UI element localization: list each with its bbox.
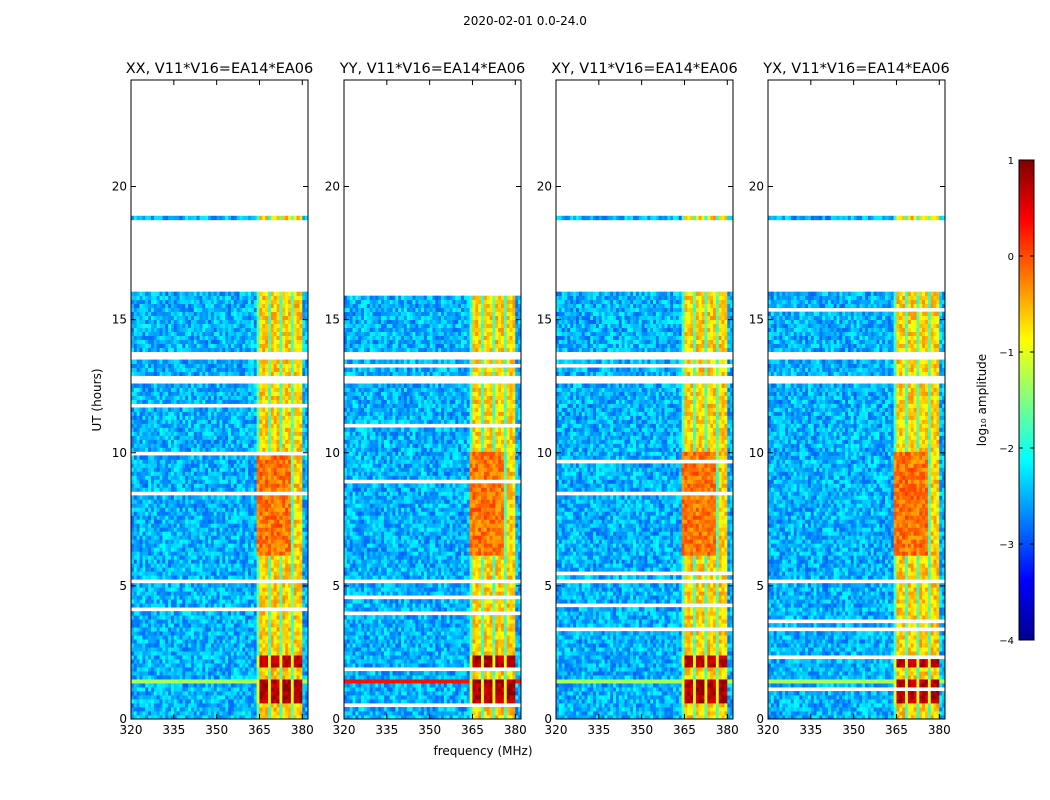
x-tick-label: 380 [291,723,314,737]
x-tick-label: 380 [504,723,527,737]
y-tick-label: 5 [332,579,340,593]
x-tick-label: 335 [799,723,822,737]
x-tick-label: 335 [162,723,185,737]
x-tick-label: 335 [587,723,610,737]
colorbar-tick-label: 0 [1008,252,1014,263]
y-tick-label: 20 [325,180,340,194]
x-tick-label: 335 [375,723,398,737]
y-tick-label: 15 [749,313,764,327]
y-tick-label: 5 [756,579,764,593]
y-tick-label: 20 [537,180,552,194]
x-tick-label: 365 [461,723,484,737]
panel-title: YY, V11*V16=EA14*EA06 [339,61,525,77]
panel-title: XY, V11*V16=EA14*EA06 [551,61,737,77]
x-tick-label: 365 [248,723,271,737]
y-tick-label: 10 [749,446,764,460]
y-tick-label: 10 [325,446,340,460]
colorbar-label: log₁₀ amplitude [975,354,989,446]
y-tick-label: 20 [112,180,127,194]
x-tick-label: 350 [205,723,228,737]
y-tick-label: 0 [332,712,340,726]
y-tick-label: 5 [119,579,127,593]
colorbar-tick-label: −3 [999,540,1014,551]
x-tick-label: 365 [673,723,696,737]
y-tick-label: 0 [756,712,764,726]
y-tick-label: 15 [325,313,340,327]
x-tick-label: 350 [630,723,653,737]
spectrogram-figure: XX, V11*V16=EA14*EA06320 335 350 365 3800510… [0,0,1050,800]
y-tick-label: 10 [112,446,127,460]
x-axis-label-group: frequency (MHz) [433,744,532,758]
colorbar-tick-label: −2 [999,444,1014,455]
y-tick-label: 0 [119,712,127,726]
y-tick-label: 10 [537,446,552,460]
x-tick-label: 350 [842,723,865,737]
y-tick-label: 5 [544,579,552,593]
colorbar-tick-label: −4 [999,636,1014,647]
x-tick-label: 365 [885,723,908,737]
colorbar-tick-label: −1 [999,348,1014,359]
x-tick-label: 350 [418,723,441,737]
x-tick-label: 380 [716,723,739,737]
panel-title: XX, V11*V16=EA14*EA06 [126,61,314,77]
x-tick-label: 380 [928,723,951,737]
colorbar: log₁₀ amplitude 1 0 −1 −2 −3 −4 [975,156,1034,647]
y-tick-label: 20 [749,180,764,194]
y-tick-label: 0 [544,712,552,726]
y-axis-label: UT (hours) [90,368,104,431]
x-axis-label: frequency (MHz) [433,744,532,758]
colorbar-tick-label: 1 [1008,156,1014,167]
y-tick-label: 15 [112,313,127,327]
y-axis-label-group: UT (hours) [90,368,104,431]
colorbar-gradient [1019,160,1034,640]
y-tick-label: 15 [537,313,552,327]
panel-title: YX, V11*V16=EA14*EA06 [762,61,949,77]
